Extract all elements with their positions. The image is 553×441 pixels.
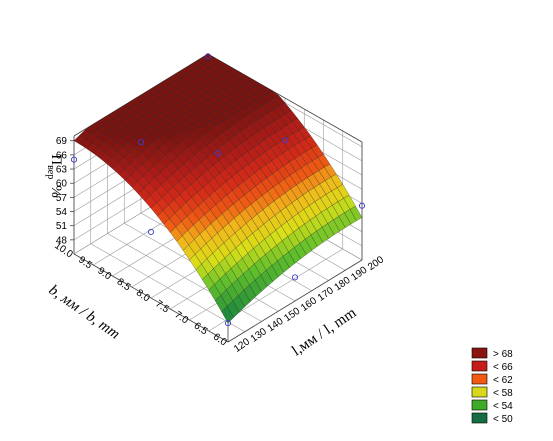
legend-label: < 58 xyxy=(493,388,513,399)
l-tick-label: 180 xyxy=(333,275,353,294)
z-tick-label: 63 xyxy=(56,165,68,176)
surface xyxy=(73,53,363,324)
x-axis-title: b, мм / b, mm xyxy=(46,282,123,343)
z-tick-label: 54 xyxy=(56,207,68,218)
legend-swatch xyxy=(471,386,488,398)
legend: > 68 < 66 < 62 < 58 < 54 < 50 xyxy=(471,347,513,425)
data-point xyxy=(291,274,299,281)
data-point xyxy=(147,228,155,235)
legend-label: < 62 xyxy=(493,375,513,386)
l-tick-group: 160 xyxy=(299,295,319,314)
z-axis-title-sub: вер xyxy=(45,165,56,179)
l-tick-label: 200 xyxy=(366,254,386,273)
legend-label: < 54 xyxy=(493,401,513,412)
l-tick-group: 140 xyxy=(266,316,286,335)
z-tick-label: 69 xyxy=(56,136,68,147)
l-tick-label: 190 xyxy=(349,264,369,283)
z-axis-title-unit: % xyxy=(48,185,64,198)
z-tick-label: 57 xyxy=(56,193,68,204)
l-tick-group: 200 xyxy=(366,254,386,273)
l-tick-group: 190 xyxy=(349,264,369,283)
data-point xyxy=(358,202,366,209)
z-tick-label: 66 xyxy=(56,150,68,161)
z-tick-label: 48 xyxy=(56,235,68,246)
l-tick-group: 150 xyxy=(282,305,302,324)
grid-line xyxy=(90,243,245,333)
data-point xyxy=(214,150,222,157)
data-point xyxy=(224,320,232,327)
legend-label: > 68 xyxy=(493,349,513,360)
l-tick-label: 160 xyxy=(299,295,319,314)
data-point xyxy=(204,53,212,60)
b-tick-group: 10.0 xyxy=(52,240,75,260)
data-point xyxy=(137,139,145,146)
surface-cell xyxy=(221,305,234,324)
b-tick-label: 10.0 xyxy=(52,240,75,260)
l-tick-label: 130 xyxy=(249,326,269,345)
l-tick-label: 170 xyxy=(316,285,336,304)
legend-swatch xyxy=(471,399,488,411)
box-edge xyxy=(73,253,229,343)
l-tick-group: 170 xyxy=(316,285,336,304)
z-axis-title-main: П xyxy=(48,154,64,165)
z-axis-title: Пвер% xyxy=(45,154,64,197)
legend-label: < 66 xyxy=(493,362,513,373)
l-tick-group: 180 xyxy=(333,275,353,294)
l-tick-label: 140 xyxy=(266,316,286,335)
l-tick-label: 150 xyxy=(282,305,302,324)
legend-swatch xyxy=(471,347,488,359)
box-edge xyxy=(227,259,363,343)
l-tick-label: 120 xyxy=(232,336,252,355)
legend-swatch xyxy=(471,373,488,385)
observed-points xyxy=(70,53,366,327)
data-point xyxy=(70,156,78,163)
l-tick-group: 120 xyxy=(232,336,252,355)
z-tick-label: 60 xyxy=(56,179,68,190)
z-tick-label: 51 xyxy=(56,221,68,232)
legend-swatch xyxy=(471,412,488,424)
data-point xyxy=(281,137,289,144)
l-tick-group: 130 xyxy=(249,326,269,345)
legend-swatch xyxy=(471,360,488,372)
legend-label: < 50 xyxy=(493,414,513,425)
